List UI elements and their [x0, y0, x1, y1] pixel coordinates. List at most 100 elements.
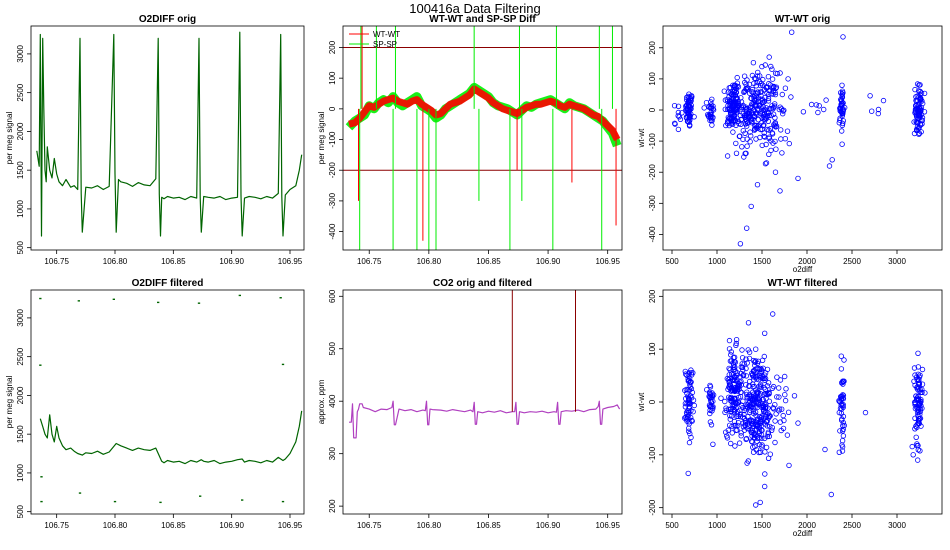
scatter-point [737, 394, 744, 400]
scatter-point [776, 394, 782, 400]
x-tick-label: 500 [665, 521, 679, 530]
scatter-point [779, 91, 785, 98]
scatter-point [769, 425, 775, 431]
scatter-point [772, 89, 778, 96]
scatter-point [762, 372, 768, 378]
y-tick-label: 500 [328, 342, 337, 356]
scatter-point [762, 375, 769, 382]
scatter-point [741, 154, 747, 160]
scatter-point [732, 106, 738, 112]
scatter-point [913, 374, 920, 380]
scatter-point [725, 386, 731, 393]
scatter-point [739, 355, 746, 361]
scatter-point [780, 412, 786, 419]
panel-co2-orig-filtered: CO2 orig and filtered 106.75 106.80 106.85 1… [317, 278, 623, 530]
scatter-point [751, 434, 757, 441]
scatter-point [738, 433, 744, 439]
scatter-point [731, 88, 737, 95]
x-tick-label: 106.80 [103, 521, 128, 530]
scatter-point [749, 118, 755, 124]
scatter-point [782, 85, 789, 91]
scatter-point [753, 502, 759, 508]
scatter-point [739, 361, 745, 367]
scatter-point [721, 88, 727, 94]
y-tick-label: 2000 [16, 386, 25, 404]
x-tick-label: 3000 [888, 521, 906, 530]
scatter-point [751, 383, 757, 390]
y-tick-label: -200 [648, 164, 657, 181]
y-tick-label: 1000 [16, 463, 25, 481]
scatter-point [685, 376, 691, 382]
scatter-point [783, 386, 789, 392]
scatter-point [727, 111, 734, 117]
legend-label: WT-WT [373, 30, 400, 39]
y-tick-label: 500 [16, 504, 25, 518]
scatter-point [772, 169, 779, 175]
scatter-point [785, 409, 792, 415]
scatter-point [765, 95, 772, 102]
scatter-point [760, 100, 766, 106]
scatter-point [916, 418, 922, 424]
scatter-point [747, 409, 753, 415]
scatter-point [688, 385, 695, 392]
scatter-point [762, 483, 768, 490]
x-tick-label: 106.85 [476, 257, 501, 266]
scatter-point [773, 146, 779, 152]
scatter-point [911, 378, 917, 384]
scatter-point [706, 393, 712, 400]
scatter-point [752, 359, 758, 365]
scatter-point [837, 428, 843, 434]
scatter-point [912, 86, 918, 93]
y-tick-label: -100 [648, 133, 657, 150]
scatter-point [770, 85, 777, 91]
scatter-point [729, 430, 735, 436]
y-tick-label: -200 [648, 499, 657, 516]
scatter-point [727, 114, 733, 121]
scatter-point [785, 76, 791, 82]
scatter-point [777, 377, 784, 383]
scatter-point [686, 404, 693, 410]
series-co2-line [349, 400, 621, 439]
scatter-point [772, 439, 778, 446]
scatter-point [726, 372, 732, 378]
scatter-point [829, 157, 835, 163]
plot-area [36, 31, 303, 237]
scatter-point [766, 134, 773, 140]
scatter-point [749, 439, 755, 445]
scatter-point [765, 98, 772, 104]
scatter-point [685, 110, 691, 117]
y-tick-label: 3000 [16, 308, 25, 326]
scatter-point [682, 414, 689, 420]
scatter-point [750, 391, 757, 397]
scatter-point [743, 373, 750, 379]
scatter-point [727, 416, 733, 422]
scatter-point [744, 389, 750, 395]
x-tick-label: 106.95 [278, 521, 303, 530]
scatter-point [754, 89, 761, 95]
scatter-point [839, 82, 845, 88]
scatter-point [745, 119, 751, 126]
scatter-point [913, 393, 919, 399]
scatter-point [756, 426, 762, 432]
scatter-point [916, 88, 922, 94]
scatter-point [816, 103, 822, 109]
scatter-point [708, 422, 715, 428]
scatter-point [839, 91, 845, 97]
scatter-point [761, 435, 768, 442]
scatter-point [764, 126, 770, 133]
x-tick-label: 1500 [753, 521, 771, 530]
scatter-point [751, 431, 757, 437]
scatter-point [738, 104, 745, 111]
scatter-point [748, 438, 755, 444]
scatter-point [701, 105, 707, 111]
scatter-point [737, 241, 744, 247]
scatter-point [875, 106, 882, 113]
scatter-point [915, 102, 922, 109]
scatter-point [780, 110, 786, 117]
scatter-point [770, 140, 776, 146]
scatter-point [782, 392, 788, 398]
scatter-point [915, 364, 921, 370]
plot-area [39, 294, 303, 504]
y-tick-label: 2500 [16, 83, 25, 101]
scatter-point [911, 119, 917, 125]
